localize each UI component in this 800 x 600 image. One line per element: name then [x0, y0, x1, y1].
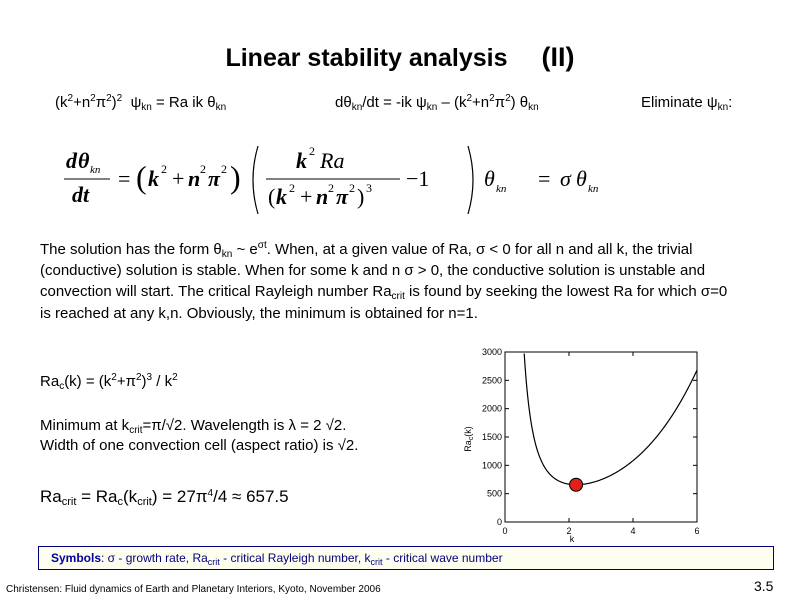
eq-n1: n — [188, 166, 200, 191]
eq-theta-2: θ — [484, 166, 495, 191]
y-axis-label: Rac(k) — [463, 426, 475, 452]
eq-pi2-exp: 2 — [349, 181, 355, 195]
rac-plot: 0 2 4 6 0 500 1000 1500 2000 2500 3000 k Rac(k) — [463, 347, 700, 544]
x-tick-label: 0 — [502, 526, 507, 536]
plot-ticks: 0 2 4 6 0 500 1000 1500 2000 2500 3000 — [482, 347, 700, 536]
symbols-legend: Symbols: σ - growth rate, Racrit - criti… — [38, 546, 774, 570]
eq-paren-l1: ( — [136, 159, 147, 195]
eq-big-paren-r — [467, 145, 474, 215]
eq-kn-sub: kn — [90, 164, 101, 176]
y-tick-label: 0 — [497, 517, 502, 527]
minimum-text: Minimum at kcrit=π/√2. Wavelength is λ =… — [40, 417, 347, 436]
y-tick-label: 1500 — [482, 432, 502, 442]
y-tick-label: 1000 — [482, 460, 502, 470]
equation-momentum: (k2+n2π2)2 ψkn = Ra ik θkn — [55, 93, 227, 113]
title-number: (II) — [541, 42, 575, 72]
eq-big-paren-l — [252, 145, 259, 215]
eq-paren-l2: ( — [268, 184, 275, 209]
eq-n2: n — [316, 184, 328, 209]
eq-pi1-exp: 2 — [221, 162, 227, 176]
eq-minus-one: −1 — [406, 166, 429, 191]
eq-k2-exp: 2 — [309, 144, 315, 158]
slide-title: Linear stability analysis (II) — [0, 42, 800, 73]
title-main: Linear stability analysis — [225, 44, 508, 72]
eq-k2: k — [296, 148, 307, 173]
slide-number: 3.5 — [754, 578, 774, 594]
explanation-paragraph: The solution has the form θkn ~ eσt. Whe… — [40, 240, 728, 322]
eq-equals-2: = — [538, 166, 550, 191]
x-axis-label: k — [570, 534, 575, 544]
eq-k1-exp: 2 — [161, 162, 167, 176]
footer-citation: Christensen: Fluid dynamics of Earth and… — [6, 584, 381, 595]
eq-kn-sub-2: kn — [496, 183, 507, 195]
eq-theta: θ — [78, 148, 90, 173]
y-tick-label: 500 — [487, 489, 502, 499]
aspect-ratio-text: Width of one convection cell (aspect rat… — [40, 437, 359, 454]
critical-point — [569, 477, 584, 492]
eq-dt: dt — [72, 182, 90, 207]
eq-equals-1: = — [118, 166, 130, 191]
eq-k3: k — [276, 184, 287, 209]
eq-pi2: π — [336, 184, 349, 209]
eq-paren-r2: ) — [357, 184, 364, 209]
growth-rate-equation: d θ kn dt = ( k 2 + n 2 π 2 ) k 2 Ra ( k… — [64, 144, 599, 215]
eliminate-text: Eliminate ψkn: — [641, 94, 733, 113]
x-tick-label: 2 — [566, 526, 571, 536]
eq-kn-sub-3: kn — [588, 183, 599, 195]
eq-plus-2: + — [300, 184, 312, 209]
eq-paren-r1: ) — [230, 159, 241, 195]
y-tick-label: 2000 — [482, 404, 502, 414]
y-tick-label: 3000 — [482, 347, 502, 357]
eq-k3-exp: 2 — [289, 181, 295, 195]
eq-pi1: π — [208, 166, 221, 191]
x-tick-label: 4 — [630, 526, 635, 536]
eq-theta-3: θ — [576, 166, 587, 191]
equation-temperature: dθkn/dt = -ik ψkn – (k2+n2π2) θkn — [335, 93, 539, 113]
racrit-result: Racrit = Rac(kcrit) = 27π4/4 ≈ 657.5 — [40, 487, 289, 508]
eq-plus-1: + — [172, 166, 184, 191]
eq-cube-exp: 3 — [366, 181, 372, 195]
eq-k1: k — [148, 166, 159, 191]
eq-d: d — [66, 148, 78, 173]
eq-n2-exp: 2 — [328, 181, 334, 195]
y-tick-label: 2500 — [482, 375, 502, 385]
x-tick-label: 6 — [694, 526, 699, 536]
eq-n1-exp: 2 — [200, 162, 206, 176]
rac-curve — [523, 353, 698, 486]
eq-sigma: σ — [560, 166, 572, 191]
rac-formula: Rac(k) = (k2+π2)3 / k2 — [40, 372, 178, 392]
eq-ra: Ra — [319, 148, 344, 173]
